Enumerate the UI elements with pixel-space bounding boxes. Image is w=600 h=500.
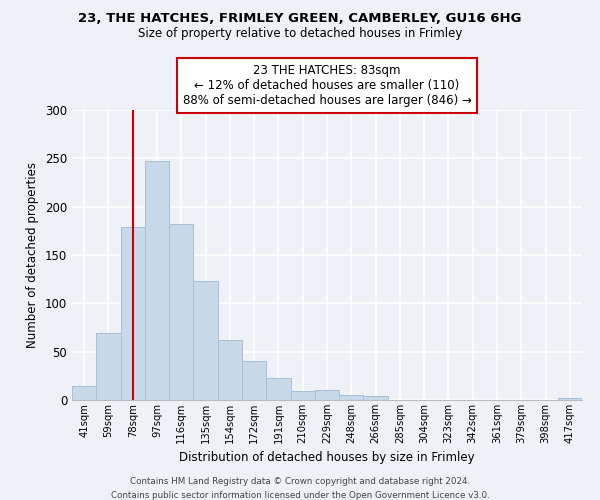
Y-axis label: Number of detached properties: Number of detached properties (26, 162, 40, 348)
Bar (242, 362, 266, 400)
Text: Contains HM Land Registry data © Crown copyright and database right 2024.: Contains HM Land Registry data © Crown c… (130, 478, 470, 486)
Text: Size of property relative to detached houses in Frimley: Size of property relative to detached ho… (138, 28, 462, 40)
Bar (193, 281, 218, 400)
Bar (266, 378, 290, 400)
Text: 23 THE HATCHES: 83sqm
← 12% of detached houses are smaller (110)
88% of semi-det: 23 THE HATCHES: 83sqm ← 12% of detached … (182, 64, 472, 107)
Bar (315, 390, 339, 400)
Bar (145, 161, 169, 400)
Bar (96, 334, 121, 400)
Bar (290, 392, 315, 400)
Bar (339, 395, 364, 400)
Bar (558, 398, 582, 400)
Bar (72, 386, 96, 400)
Text: Contains public sector information licensed under the Open Government Licence v3: Contains public sector information licen… (110, 491, 490, 500)
Bar (121, 227, 145, 400)
X-axis label: Distribution of detached houses by size in Frimley: Distribution of detached houses by size … (179, 452, 475, 464)
Bar (169, 224, 193, 400)
Text: 23, THE HATCHES, FRIMLEY GREEN, CAMBERLEY, GU16 6HG: 23, THE HATCHES, FRIMLEY GREEN, CAMBERLE… (78, 12, 522, 26)
Bar (364, 396, 388, 400)
Bar (218, 340, 242, 400)
